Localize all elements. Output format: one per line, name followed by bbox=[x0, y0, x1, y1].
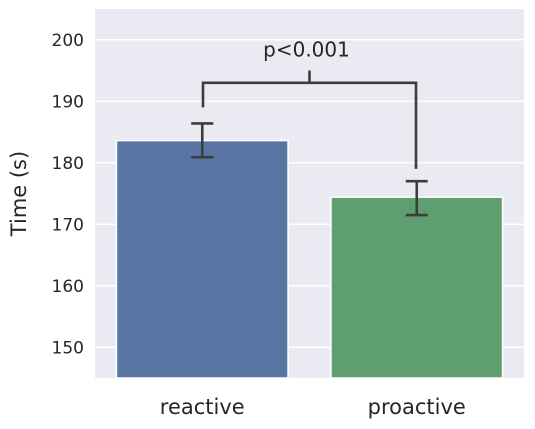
y-tick-label-150: 150 bbox=[52, 338, 84, 358]
significance-bracket bbox=[201, 70, 418, 169]
y-tick-label-160: 160 bbox=[52, 277, 84, 297]
y-tick-labels: 150 160 170 180 190 200 bbox=[52, 31, 84, 359]
y-tick-label-200: 200 bbox=[52, 31, 84, 51]
x-tick-label-reactive: reactive bbox=[160, 395, 245, 419]
bar-proactive bbox=[330, 196, 504, 379]
y-tick-label-180: 180 bbox=[52, 154, 84, 174]
y-axis-label: Time (s) bbox=[7, 151, 31, 237]
y-tick-label-170: 170 bbox=[52, 215, 84, 235]
significance-label: p<0.001 bbox=[263, 38, 350, 62]
x-tick-labels: reactive proactive bbox=[160, 395, 466, 419]
x-tick-label-proactive: proactive bbox=[368, 395, 466, 419]
error-bars bbox=[191, 122, 428, 217]
bar-reactive bbox=[115, 139, 289, 379]
bars bbox=[115, 139, 504, 379]
y-tick-label-190: 190 bbox=[52, 92, 84, 112]
